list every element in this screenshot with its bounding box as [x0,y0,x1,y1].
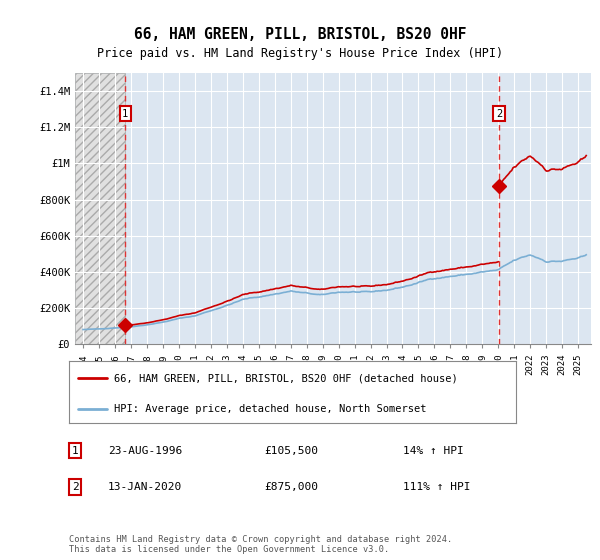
Text: 2: 2 [72,482,79,492]
Text: 66, HAM GREEN, PILL, BRISTOL, BS20 0HF (detached house): 66, HAM GREEN, PILL, BRISTOL, BS20 0HF (… [114,374,457,384]
Text: 2: 2 [496,109,502,119]
Text: 1: 1 [122,109,128,119]
Text: HPI: Average price, detached house, North Somerset: HPI: Average price, detached house, Nort… [114,404,426,414]
Text: 14% ↑ HPI: 14% ↑ HPI [403,446,464,455]
Text: £105,500: £105,500 [265,446,319,455]
Text: 1: 1 [72,446,79,455]
Text: £875,000: £875,000 [265,482,319,492]
Text: 66, HAM GREEN, PILL, BRISTOL, BS20 0HF: 66, HAM GREEN, PILL, BRISTOL, BS20 0HF [134,27,466,42]
Text: Price paid vs. HM Land Registry's House Price Index (HPI): Price paid vs. HM Land Registry's House … [97,46,503,60]
Text: 111% ↑ HPI: 111% ↑ HPI [403,482,470,492]
Text: Contains HM Land Registry data © Crown copyright and database right 2024.
This d: Contains HM Land Registry data © Crown c… [69,535,452,554]
Text: 13-JAN-2020: 13-JAN-2020 [108,482,182,492]
Bar [75,73,125,344]
Text: 23-AUG-1996: 23-AUG-1996 [108,446,182,455]
